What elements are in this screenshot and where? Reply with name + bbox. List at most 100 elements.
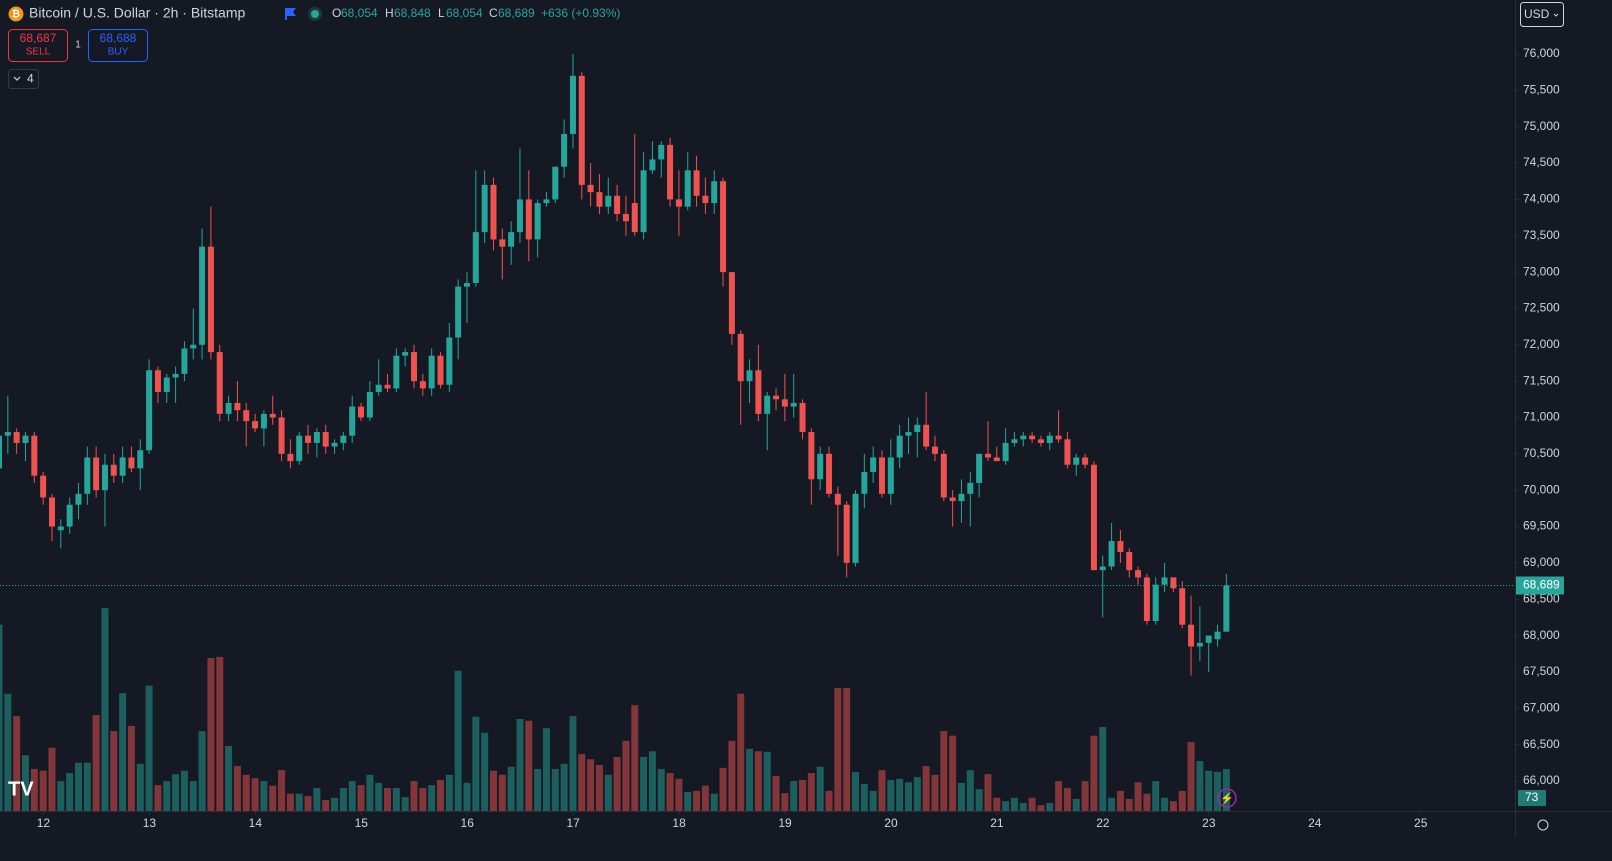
candle-body bbox=[287, 453, 294, 462]
candle-body bbox=[110, 464, 117, 476]
x-tick-label: 13 bbox=[143, 816, 157, 830]
sell-button[interactable] bbox=[8, 29, 68, 62]
volume-bar bbox=[1099, 727, 1107, 811]
volume-bar bbox=[1019, 802, 1027, 811]
candle-body bbox=[958, 493, 965, 502]
x-tick-label: 15 bbox=[355, 816, 369, 830]
volume-bar bbox=[816, 766, 824, 811]
volume-bar bbox=[1222, 769, 1230, 811]
buy-button[interactable] bbox=[88, 29, 148, 62]
volume-bar bbox=[737, 693, 745, 811]
candle-body bbox=[1055, 435, 1062, 440]
volume-bar bbox=[542, 728, 550, 811]
volume-bar bbox=[719, 767, 727, 811]
candle-body bbox=[861, 472, 868, 494]
candle-body bbox=[137, 450, 144, 469]
candle-body bbox=[728, 272, 735, 334]
candle-body bbox=[428, 355, 435, 389]
volume-bar bbox=[366, 774, 374, 811]
candle-body bbox=[252, 421, 259, 429]
candle-body bbox=[746, 370, 753, 382]
candle-body bbox=[684, 170, 691, 207]
candle-body bbox=[446, 337, 453, 385]
y-tick-label: 75,000 bbox=[1523, 119, 1560, 133]
candle-body bbox=[366, 392, 373, 418]
volume-bar bbox=[904, 782, 912, 811]
candle-body bbox=[711, 181, 718, 204]
candle-body bbox=[57, 526, 64, 531]
candle-body bbox=[578, 75, 585, 185]
candle-body bbox=[207, 246, 214, 353]
candle-body bbox=[313, 432, 320, 443]
candle-body bbox=[552, 166, 559, 200]
sell-label: SELL bbox=[26, 47, 51, 58]
x-tick-label: 16 bbox=[461, 816, 475, 830]
candle-body bbox=[234, 402, 241, 411]
candle-body bbox=[411, 352, 418, 382]
candle-body bbox=[790, 402, 797, 407]
volume-bar bbox=[322, 800, 330, 811]
volume-bar bbox=[145, 685, 153, 811]
candle-body bbox=[4, 432, 11, 436]
volume-bar bbox=[437, 779, 444, 811]
volume-bar bbox=[357, 785, 365, 811]
candle-body bbox=[967, 482, 974, 494]
candle-body bbox=[1152, 584, 1159, 622]
event-icon[interactable] bbox=[1217, 788, 1237, 808]
x-tick-label: 14 bbox=[249, 816, 263, 830]
event-glyph: ⚡ bbox=[1220, 792, 1234, 805]
volume-bar bbox=[1063, 788, 1071, 811]
candle-body bbox=[22, 435, 29, 443]
volume-bar bbox=[30, 769, 38, 811]
candle-body bbox=[508, 232, 515, 247]
candle-body bbox=[826, 453, 833, 494]
candle-body bbox=[1011, 439, 1018, 443]
candle-body bbox=[13, 432, 20, 443]
last-price-label: 68,689 bbox=[1523, 578, 1560, 592]
volume-bar bbox=[172, 774, 180, 811]
candle-body bbox=[1223, 585, 1230, 632]
candle-body bbox=[667, 144, 674, 200]
volume-bar bbox=[110, 731, 118, 811]
indicators-toggle[interactable] bbox=[8, 69, 39, 89]
volume-bar bbox=[825, 790, 833, 811]
candle-body bbox=[1002, 442, 1009, 462]
candle-body bbox=[1090, 464, 1097, 571]
volume-bar bbox=[216, 656, 224, 811]
candle-body bbox=[914, 424, 921, 433]
y-tick-label: 73,000 bbox=[1523, 264, 1560, 278]
candle-body bbox=[437, 355, 444, 385]
volume-bar bbox=[481, 732, 489, 811]
candle-body bbox=[1214, 631, 1221, 640]
volume-bar bbox=[83, 762, 91, 811]
volume-bar bbox=[869, 790, 877, 811]
candle-body bbox=[870, 457, 877, 473]
candle-body bbox=[658, 144, 665, 160]
volume-bar bbox=[260, 781, 268, 811]
settings-icon[interactable] bbox=[1537, 819, 1549, 831]
y-tick-label: 68,500 bbox=[1523, 591, 1560, 605]
x-tick-label: 17 bbox=[566, 816, 580, 830]
volume-bar bbox=[1205, 770, 1213, 811]
y-tick-label: 76,000 bbox=[1523, 46, 1560, 60]
last-volume-label: 73 bbox=[1525, 790, 1539, 804]
volume-bar bbox=[1028, 797, 1036, 811]
volume-bar bbox=[1187, 742, 1195, 811]
currency-button[interactable] bbox=[1520, 2, 1564, 27]
volume-bar bbox=[772, 775, 780, 811]
volume-bar bbox=[119, 693, 127, 811]
volume-bar bbox=[516, 719, 524, 811]
volume-bar bbox=[163, 781, 171, 811]
volume-bar bbox=[1055, 781, 1063, 811]
indicators-count: 4 bbox=[27, 72, 34, 86]
volume-bar bbox=[975, 789, 983, 811]
candle-body bbox=[755, 370, 762, 414]
candle-body bbox=[543, 199, 550, 204]
volume-bar bbox=[1081, 781, 1089, 811]
y-tick-label: 70,000 bbox=[1523, 482, 1560, 496]
x-tick-label: 22 bbox=[1096, 816, 1110, 830]
volume-bar bbox=[48, 747, 56, 811]
volume-bar bbox=[74, 762, 82, 811]
volume-bar bbox=[1116, 790, 1124, 811]
change: +636 (+0.93%) bbox=[541, 6, 620, 20]
